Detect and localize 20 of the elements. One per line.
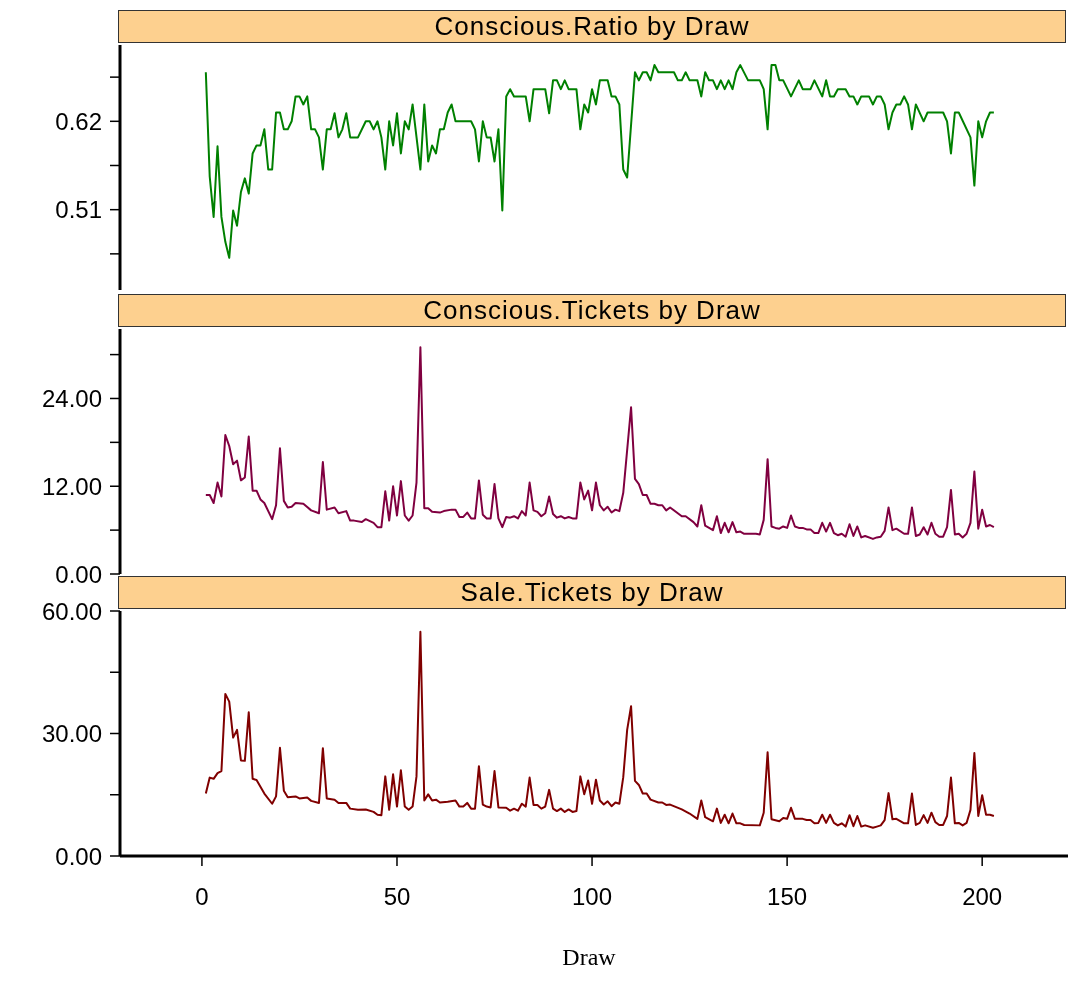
chart-title: Sale.Tickets by Draw [118,576,1066,609]
x-tick-label: 50 [383,883,411,911]
line-series [204,630,995,829]
line-series [204,64,995,259]
line-series [204,346,995,540]
x-tick-label: 200 [962,883,1003,911]
x-tick-label: 0 [195,883,209,911]
x-axis-title: Draw [561,944,617,971]
chart-title: Conscious.Tickets by Draw [118,294,1066,327]
y-tick-label: 12.00 [41,472,102,500]
x-tick-label: 150 [767,883,808,911]
y-tick-label: 24.00 [41,385,102,412]
y-tick-label: 0.51 [55,196,102,224]
y-tick-label: 0.00 [55,560,102,588]
y-tick-label: 60.00 [41,597,102,625]
chart-title: Conscious.Ratio by Draw [118,10,1066,43]
y-tick-label: 0.62 [55,107,102,135]
y-tick-label: 0.00 [55,842,102,870]
x-tick-label: 100 [572,883,613,911]
y-tick-label: 30.00 [41,720,102,748]
